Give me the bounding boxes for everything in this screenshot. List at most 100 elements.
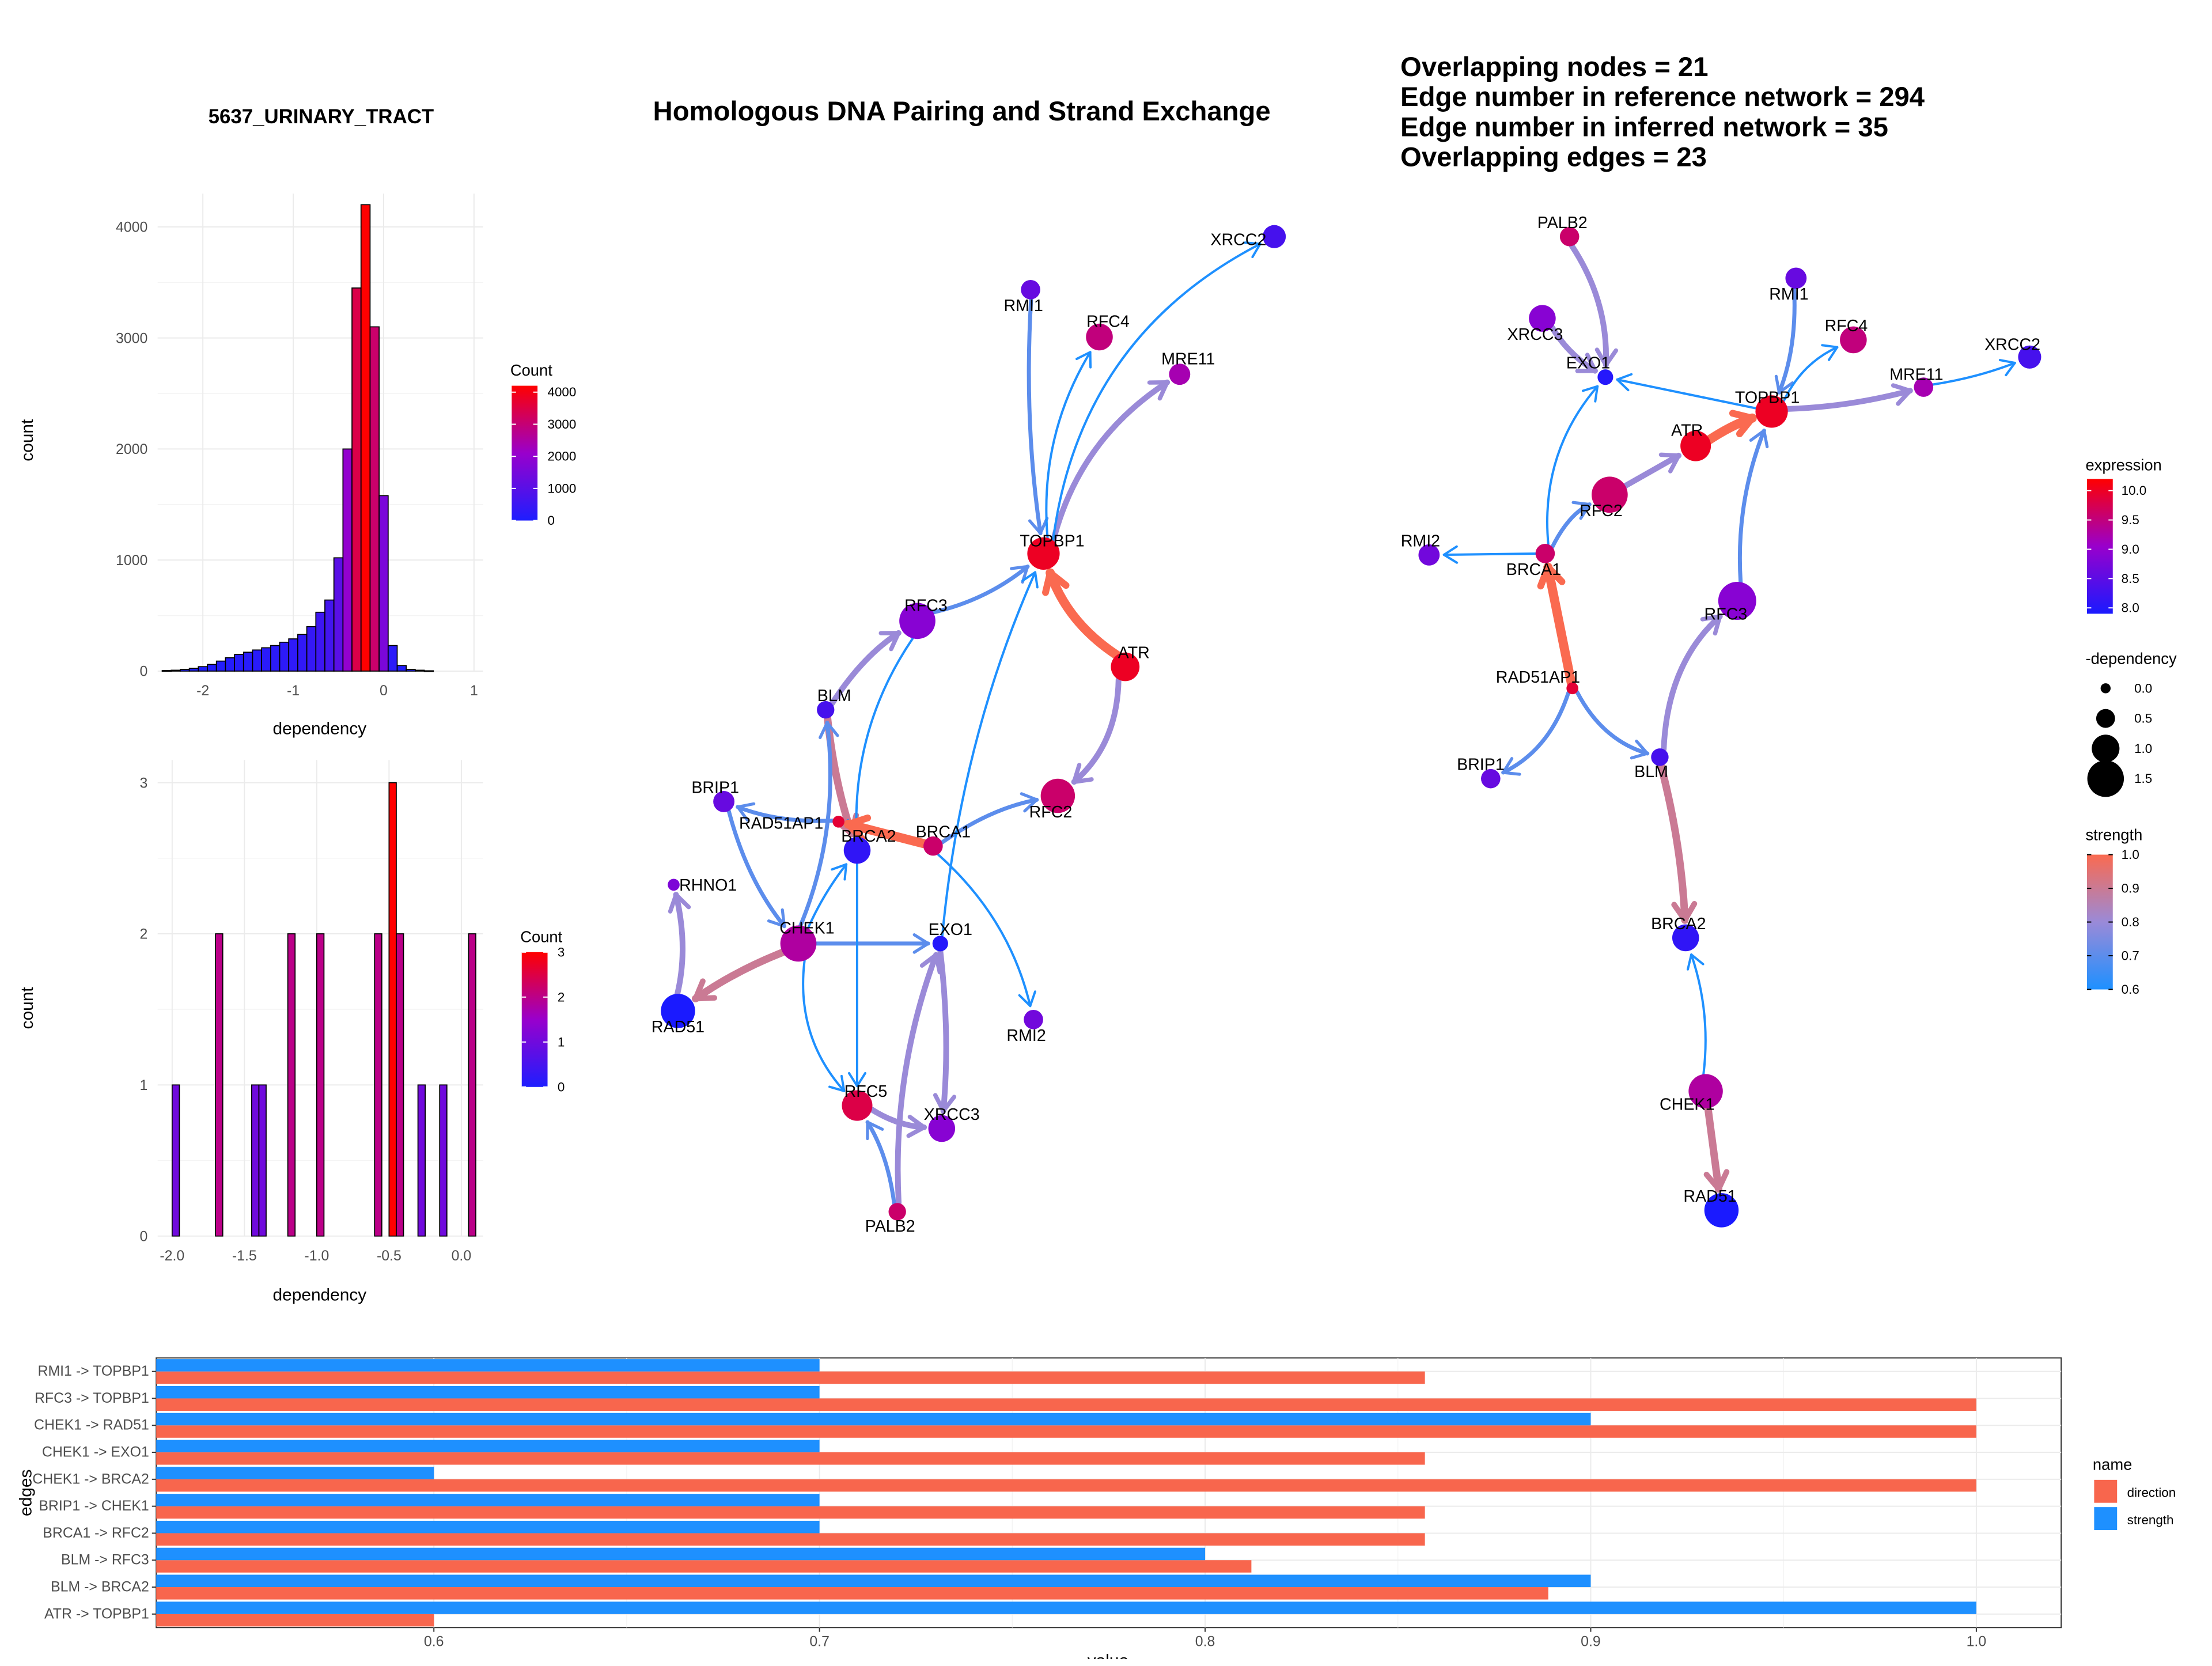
edge-arrowhead <box>1594 347 1618 368</box>
node-label-xrcc2: XRCC2 <box>1984 335 2040 354</box>
node-label-rfc5: RFC5 <box>844 1082 888 1101</box>
histogram-bar <box>258 1084 267 1237</box>
y-tick-label: 4000 <box>116 219 147 236</box>
colorbar-tick-label: 3 <box>558 945 565 959</box>
histogram-bar <box>406 669 416 672</box>
dependency-key-dot <box>2096 709 2115 728</box>
histogram-bar <box>251 1084 260 1237</box>
node-rmi1 <box>1785 267 1807 289</box>
edge-brca1-rmi2 <box>1442 552 1537 556</box>
edge-category-label: BRIP1 -> CHEK1 <box>39 1498 149 1514</box>
node-xrcc2 <box>2018 345 2041 369</box>
edge-category-label: BLM -> BRCA2 <box>51 1579 149 1595</box>
edge-brca1-rfc2 <box>1550 502 1592 550</box>
histogram-bar <box>261 647 271 672</box>
x-tick-label: -2.0 <box>160 1248 184 1264</box>
node-topbp1 <box>1027 537 1060 570</box>
legend-label-direction: direction <box>2127 1486 2176 1500</box>
node-label-blm: BLM <box>1634 763 1668 781</box>
edge-arrowhead <box>1018 990 1036 1008</box>
edge-arrowhead <box>1028 516 1049 535</box>
node-label-rmi1: RMI1 <box>1769 285 1808 304</box>
bar-strength <box>156 1520 820 1534</box>
strength-tick-label: 0.7 <box>2122 949 2139 963</box>
edge-rfc5-xrcc3 <box>869 1107 927 1130</box>
bar-direction <box>156 1533 1425 1546</box>
node-rfc3 <box>899 603 935 639</box>
y-tick-label: 3 <box>139 775 147 791</box>
node-atr <box>1111 652 1140 681</box>
edge-rfc2-atr <box>1622 452 1682 489</box>
histogram-bar <box>171 669 181 672</box>
network-legends: expression 10.09.59.08.58.0 -dependency … <box>2085 456 2176 997</box>
bar-xlabel: value <box>1088 1651 1128 1659</box>
edge-brip1-chek1 <box>726 809 787 929</box>
bar-direction <box>156 1587 1548 1600</box>
bar-direction <box>156 1425 1976 1438</box>
edge-palb2-rfc5 <box>865 1120 896 1206</box>
node-label-blm: BLM <box>817 687 851 705</box>
x-tick-label: -2 <box>196 683 209 699</box>
node-rhno1 <box>668 879 680 891</box>
edge-blm-brca2 <box>1657 762 1689 924</box>
stats-block: Overlapping nodes = 21 Edge number in re… <box>1400 52 1925 173</box>
edge-chek1-brca2 <box>806 863 848 930</box>
edge-rad51-rhno1 <box>673 892 685 997</box>
colorbar-tick-label: 4000 <box>548 385 577 399</box>
node-label-brip1: BRIP1 <box>1457 756 1505 774</box>
edge-atr-rfc2 <box>1071 676 1122 785</box>
x-tick-label: 0.9 <box>1581 1634 1601 1650</box>
histogram-bar <box>180 669 190 672</box>
edge-category-label: BLM -> RFC3 <box>61 1552 149 1568</box>
edge-category-label: RMI1 -> TOPBP1 <box>37 1363 149 1379</box>
histogram-bar <box>225 657 235 672</box>
legend-key-direction <box>2094 1479 2118 1503</box>
edge-arrowhead <box>1075 351 1092 369</box>
expression-legend-title: expression <box>2085 456 2161 474</box>
edge-arrowhead <box>1042 569 1070 596</box>
node-label-chek1: CHEK1 <box>1660 1096 1714 1114</box>
node-xrcc3 <box>928 1115 956 1142</box>
colorbar-tick-label: 3000 <box>548 417 577 431</box>
y-tick-label: 0 <box>139 664 147 680</box>
bar-direction <box>156 1479 1976 1492</box>
node-xrcc2 <box>1263 225 1286 248</box>
strength-tick-label: 1.0 <box>2122 847 2139 862</box>
colorbar-tick-label: 1000 <box>548 481 577 495</box>
histogram-gene-dependency: -2.0 -1.5 -1.0 -0.5 0.0 0 1 2 3 dependency coun… <box>18 760 565 1305</box>
node-label-rfc3: RFC3 <box>904 596 948 615</box>
edge-arrowhead <box>878 631 901 652</box>
node-rfc4 <box>1840 326 1867 354</box>
edge-arrowhead <box>1749 429 1769 449</box>
edge-arrowhead <box>1729 410 1756 438</box>
edge-arrowhead <box>831 863 848 881</box>
node-rmi2 <box>1418 544 1440 566</box>
bar-direction <box>156 1560 1252 1573</box>
node-rad51ap1 <box>832 815 844 828</box>
node-exo1 <box>932 936 948 952</box>
bar-legend-title: name <box>2093 1455 2132 1473</box>
histogram-bar <box>315 611 325 672</box>
node-label-xrcc3: XRCC3 <box>924 1105 980 1124</box>
bar-strength <box>156 1467 434 1479</box>
edge-chek1-brca2 <box>1690 953 1707 1076</box>
main-title: Homologous DNA Pairing and Strand Exchan… <box>653 96 1271 127</box>
expression-colorbar <box>2086 479 2113 614</box>
edge-arrowhead <box>767 908 786 928</box>
bar-direction <box>156 1614 434 1627</box>
edge-arrowhead <box>847 1071 867 1088</box>
hist2-ylabel: count <box>18 987 37 1029</box>
edge-arrowhead <box>1658 452 1681 474</box>
histogram-bar <box>198 666 208 672</box>
x-tick-label: 0.6 <box>424 1634 444 1650</box>
x-tick-label: -1 <box>287 683 300 699</box>
edge-exo1-xrcc3 <box>937 948 949 1114</box>
edge-arrowhead <box>1244 241 1262 259</box>
bar-strength <box>156 1359 820 1372</box>
edge-arrowhead <box>819 721 839 739</box>
edge-arrowhead <box>736 802 756 822</box>
node-label-xrcc2: XRCC2 <box>1210 231 1266 249</box>
expression-tick-label: 8.5 <box>2122 571 2139 586</box>
node-label-palb2: PALB2 <box>1537 214 1588 232</box>
